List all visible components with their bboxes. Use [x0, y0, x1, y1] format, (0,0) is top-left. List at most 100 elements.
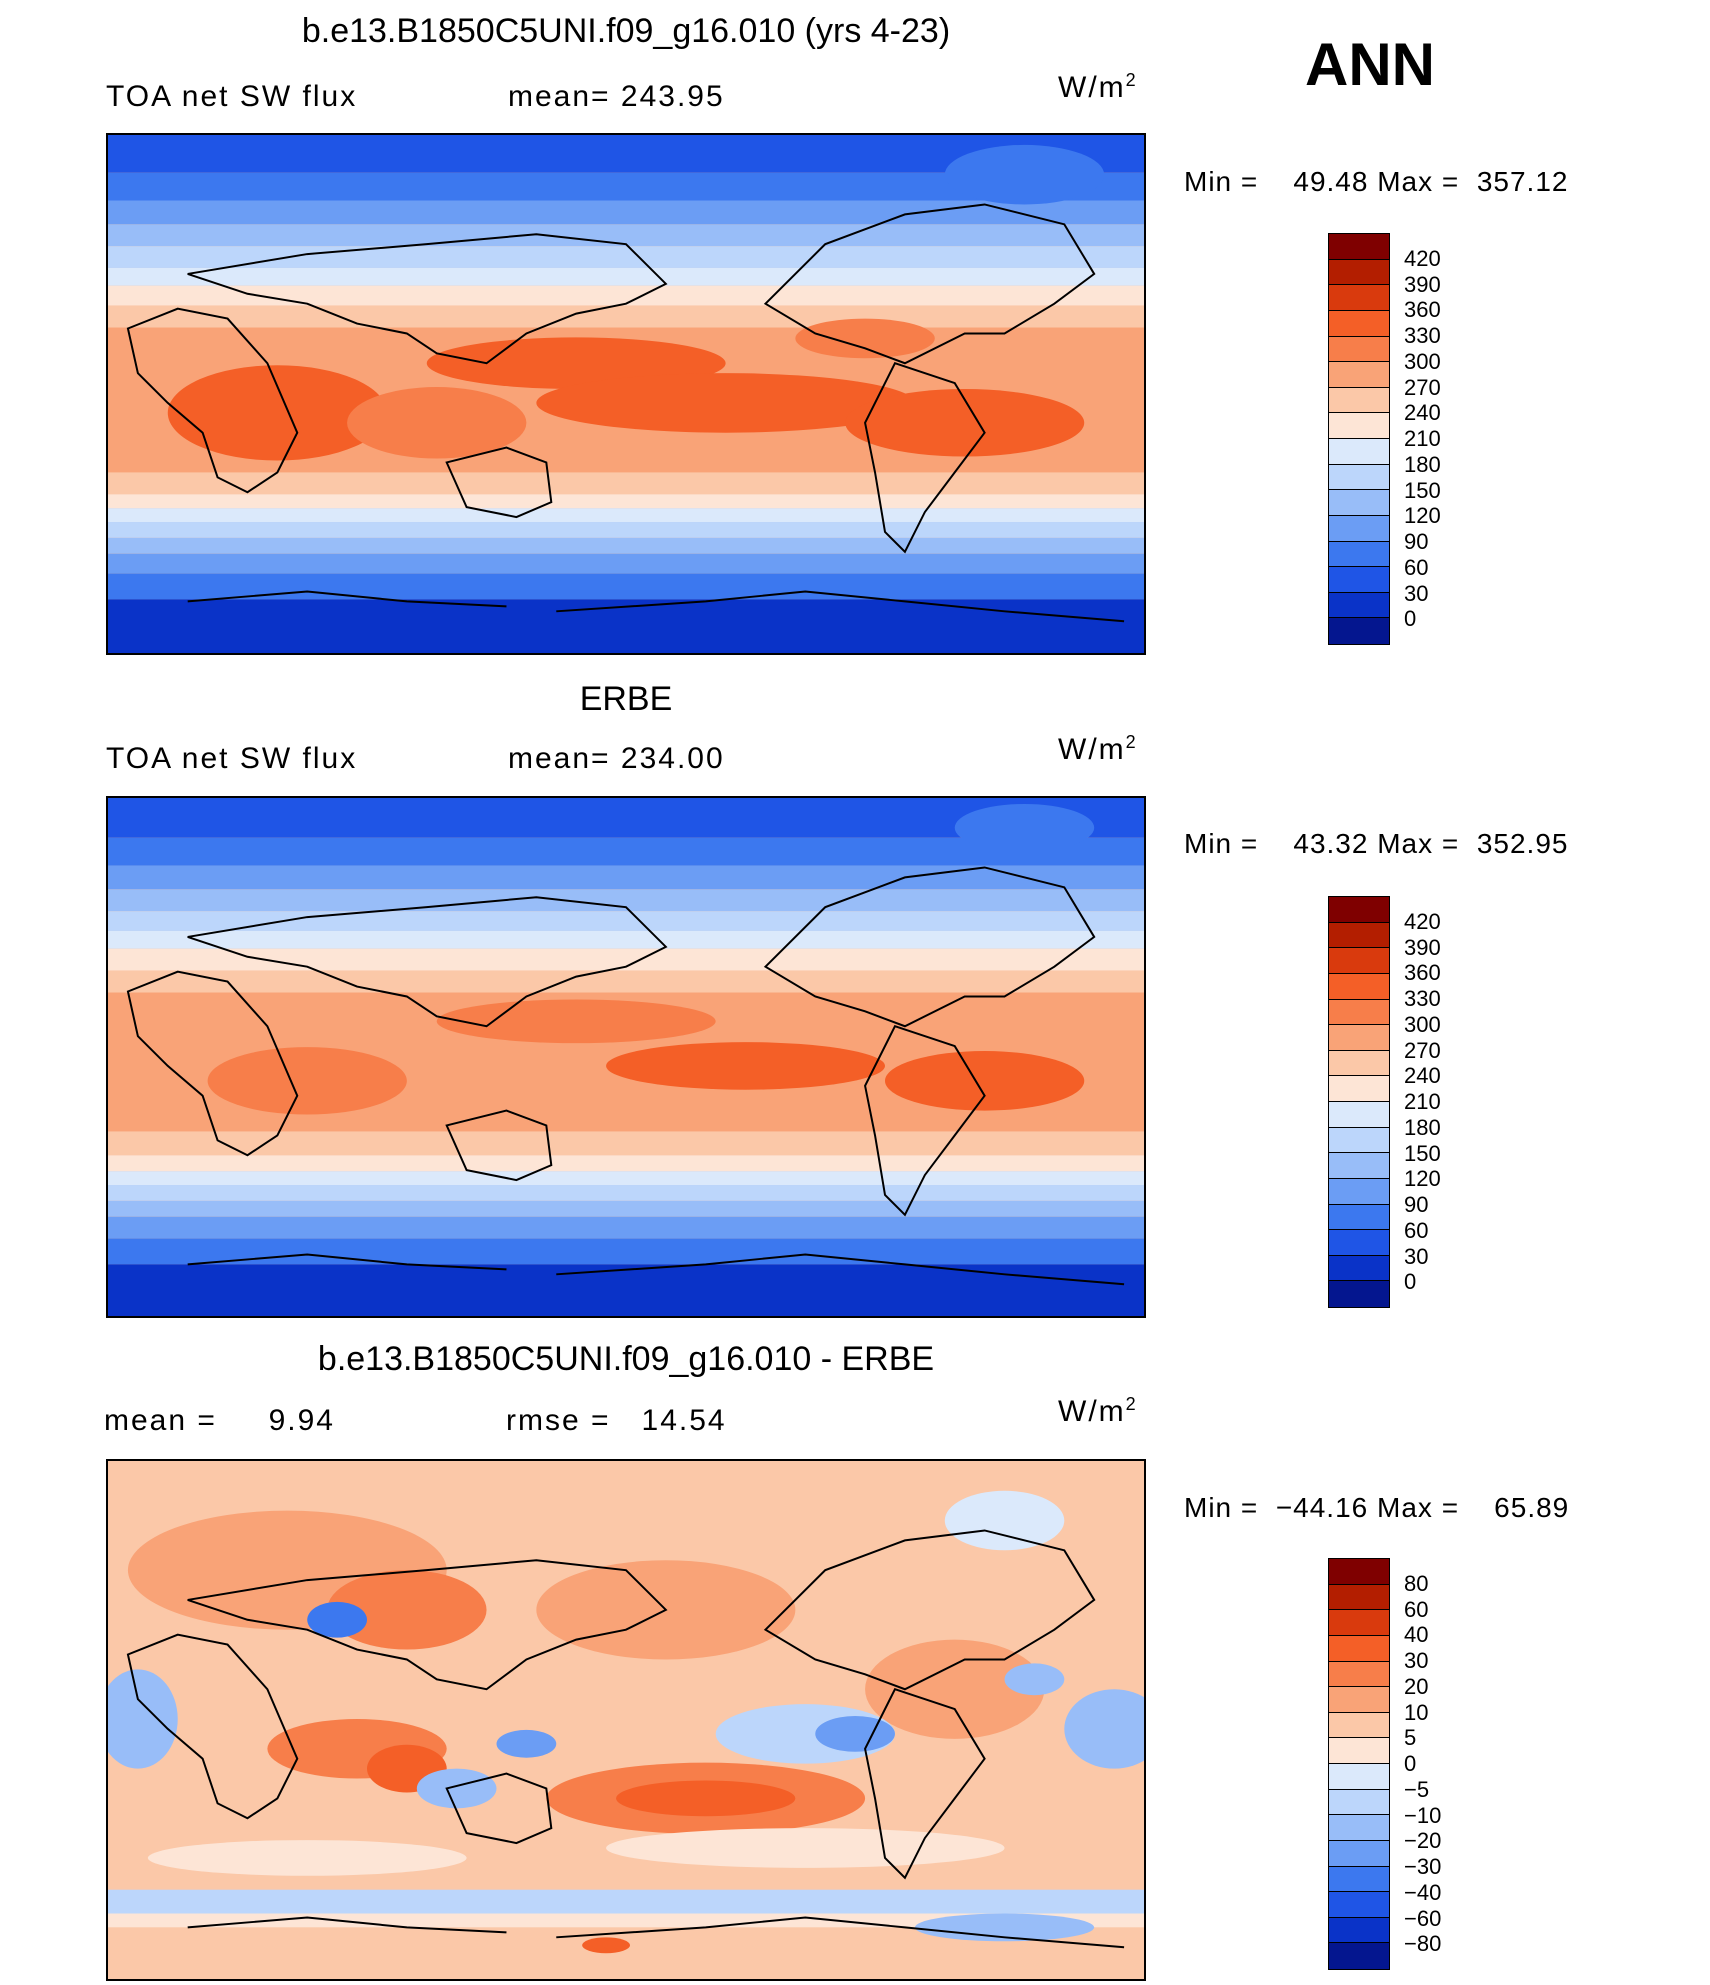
min-label: Min = — [1184, 828, 1259, 859]
panel-model-mean: mean= 243.95 — [508, 80, 725, 114]
units-base: W/m — [1058, 1395, 1126, 1428]
rmse-value: 14.54 — [641, 1404, 727, 1437]
colorbar-swatch — [1329, 1178, 1389, 1205]
colorbar-label: 30 — [1404, 1243, 1429, 1269]
colorbar-label: 390 — [1404, 934, 1441, 960]
colorbar-swatch — [1329, 234, 1389, 260]
min-value: −44.16 — [1275, 1492, 1369, 1523]
colorbar-swatch — [1329, 362, 1389, 388]
units-base: W/m — [1058, 71, 1126, 104]
colorbar-label: −60 — [1404, 1905, 1442, 1931]
panel-obs-mean: mean= 234.00 — [508, 742, 725, 776]
panel-model-title: b.e13.B1850C5UNI.f09_g16.010 (yrs 4-23) — [301, 12, 951, 50]
colorbar-swatch — [1329, 1635, 1389, 1662]
colorbar-swatch — [1329, 1892, 1389, 1918]
max-label: Max = — [1377, 1492, 1460, 1523]
mean-label: mean = — [104, 1404, 217, 1437]
colorbar-label: −80 — [1404, 1931, 1442, 1957]
units-exp: 2 — [1125, 732, 1138, 752]
panel-obs-minmax: Min = 43.32 Max = 352.95 — [1184, 828, 1568, 860]
colorbar-label: 80 — [1404, 1570, 1429, 1596]
max-value: 357.12 — [1476, 166, 1569, 197]
colorbar-swatch — [1329, 336, 1389, 363]
min-label: Min = — [1184, 166, 1259, 197]
colorbar-label: 60 — [1404, 1596, 1429, 1622]
colorbar-swatch — [1329, 1610, 1389, 1636]
colorbar-swatch — [1329, 1281, 1389, 1307]
panel-diff-rmse: rmse = 14.54 — [506, 1404, 727, 1438]
colorbar-swatch — [1329, 1153, 1389, 1179]
colorbar-swatch — [1329, 1230, 1389, 1256]
units-base: W/m — [1058, 733, 1126, 766]
colorbar-swatch — [1329, 1025, 1389, 1051]
map-obs — [106, 796, 1146, 1318]
colorbar-swatch — [1329, 999, 1389, 1026]
colorbar-label: 120 — [1404, 503, 1441, 529]
map-diff — [106, 1459, 1146, 1981]
panel-diff-mean: mean = 9.94 — [104, 1404, 335, 1438]
panel-diff-minmax: Min = −44.16 Max = 65.89 — [1184, 1492, 1569, 1524]
min-value: 43.32 — [1293, 828, 1369, 859]
colorbar-label: 90 — [1404, 1192, 1429, 1217]
colorbar-label: 40 — [1404, 1622, 1429, 1648]
colorbar-label: 330 — [1404, 986, 1441, 1011]
colorbar-swatch — [1329, 1661, 1389, 1688]
colorbar-label: 150 — [1404, 477, 1441, 503]
colorbar-swatch — [1329, 897, 1389, 923]
colorbar-swatch — [1329, 567, 1389, 593]
colorbar-label: 180 — [1404, 1114, 1441, 1140]
colorbar-label: −5 — [1404, 1776, 1430, 1802]
colorbar-swatch — [1329, 1127, 1389, 1154]
max-label: Max = — [1377, 166, 1460, 197]
panel-obs-variable: TOA net SW flux — [106, 742, 358, 775]
colorbar-label: 210 — [1404, 1089, 1441, 1114]
colorbar-swatch — [1329, 1866, 1389, 1893]
panel-obs-units: W/m2 — [1058, 732, 1138, 767]
colorbar-swatch — [1329, 1102, 1389, 1128]
units-exp: 2 — [1125, 70, 1138, 90]
colorbar-swatch — [1329, 413, 1389, 439]
colorbar-obs — [1328, 896, 1390, 1308]
map-model-svg — [108, 135, 1144, 653]
colorbar-swatch — [1329, 1050, 1389, 1077]
colorbar-label: 0 — [1404, 1269, 1417, 1295]
colorbar-label: 240 — [1404, 400, 1441, 426]
colorbar-label: 60 — [1404, 1217, 1429, 1243]
panel-model-variable: TOA net SW flux — [106, 80, 358, 113]
colorbar-swatch — [1329, 285, 1389, 311]
colorbar-swatch — [1329, 541, 1389, 568]
colorbar-swatch — [1329, 618, 1389, 644]
colorbar-swatch — [1329, 387, 1389, 414]
max-value: 65.89 — [1494, 1492, 1570, 1523]
colorbar-swatch — [1329, 1255, 1389, 1282]
colorbar-label: 20 — [1404, 1673, 1429, 1699]
season-label: ANN — [1305, 31, 1435, 98]
colorbar-swatch — [1329, 1738, 1389, 1764]
colorbar-swatch — [1329, 464, 1389, 491]
colorbar-label: 120 — [1404, 1166, 1441, 1192]
colorbar-swatch — [1329, 1559, 1389, 1585]
colorbar-swatch — [1329, 948, 1389, 974]
colorbar-swatch — [1329, 1712, 1389, 1739]
mean-value: 234.00 — [620, 742, 725, 775]
max-value: 352.95 — [1476, 828, 1569, 859]
map-model — [106, 133, 1146, 655]
colorbar-label: 210 — [1404, 426, 1441, 451]
colorbar-diff — [1328, 1558, 1390, 1970]
colorbar-swatch — [1329, 1840, 1389, 1867]
panel-diff-units: W/m2 — [1058, 1394, 1138, 1429]
colorbar-swatch — [1329, 592, 1389, 619]
colorbar-label: 360 — [1404, 297, 1441, 323]
colorbar-swatch — [1329, 1764, 1389, 1790]
colorbar-label: −40 — [1404, 1879, 1442, 1905]
max-label: Max = — [1377, 828, 1460, 859]
colorbar-swatch — [1329, 515, 1389, 542]
colorbar-swatch — [1329, 310, 1389, 337]
rmse-label: rmse = — [506, 1404, 611, 1437]
colorbar-swatch — [1329, 922, 1389, 949]
colorbar-swatch — [1329, 1204, 1389, 1231]
colorbar-swatch — [1329, 1815, 1389, 1841]
panel-diff-title: b.e13.B1850C5UNI.f09_g16.010 - ERBE — [317, 1340, 935, 1378]
colorbar-label: 270 — [1404, 374, 1441, 400]
colorbar-label: 150 — [1404, 1140, 1441, 1166]
